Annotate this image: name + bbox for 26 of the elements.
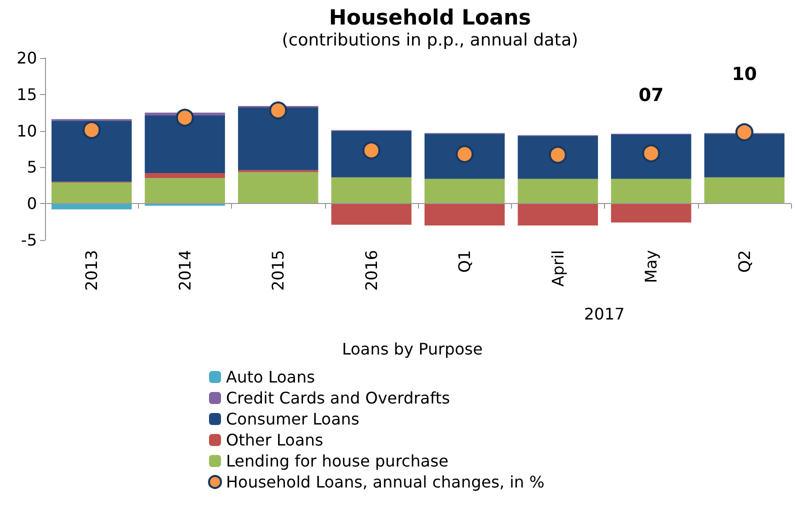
y-tick-label: 0 [26, 194, 37, 214]
x-tick-label: 2013 [82, 250, 102, 291]
legend-label: Lending for house purchase [226, 452, 448, 470]
x-tick-label: Q2 [734, 250, 754, 273]
x-tick-label: 2016 [362, 250, 381, 291]
legend-label: Other Loans [226, 430, 324, 450]
y-tick-label: 5 [26, 158, 37, 177]
x-tick-label: May [642, 250, 661, 284]
x-tick-label: Q1 [455, 250, 474, 273]
y-tick-label: 15 [16, 84, 37, 104]
x-tick-label: April [548, 250, 568, 287]
chart-title: Household Loans [328, 6, 532, 30]
x-tick-label: 2015 [268, 250, 288, 291]
legend-title: Loans by Purpose [342, 340, 483, 358]
y-tick-label: 20 [16, 48, 37, 68]
data-label: 10 [732, 64, 757, 85]
legend-label: Household Loans, annual changes, in % [226, 472, 544, 492]
x-tick-label: 2014 [175, 250, 194, 291]
y-tick-label: -5 [21, 230, 37, 250]
text: 2017 [584, 304, 625, 324]
legend-label: Credit Cards and Overdrafts [226, 388, 450, 408]
legend-label: Auto Loans [226, 368, 315, 386]
chart-subtitle: (contributions in p.p., annual data) [282, 30, 578, 50]
data-label: 07 [638, 84, 664, 106]
legend-label: Consumer Loans [226, 410, 360, 428]
y-tick-label: 10 [16, 121, 37, 140]
